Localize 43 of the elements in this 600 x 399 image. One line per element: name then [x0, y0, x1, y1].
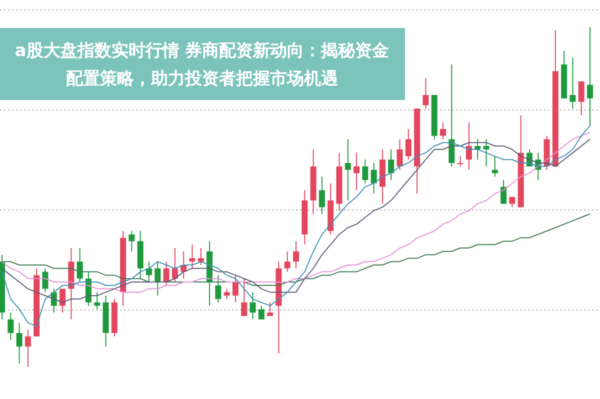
candlestick	[388, 148, 394, 180]
candlestick	[405, 128, 412, 160]
candlestick	[483, 138, 490, 167]
candlestick	[474, 138, 481, 160]
candlestick	[198, 248, 204, 266]
candlestick	[457, 156, 464, 167]
candlestick	[16, 322, 22, 364]
candlestick	[466, 122, 472, 170]
candlestick	[440, 122, 446, 140]
candlestick	[578, 80, 584, 116]
candlestick	[42, 268, 48, 293]
candlestick	[258, 305, 264, 320]
candlestick	[163, 261, 170, 286]
candlestick	[189, 244, 196, 269]
candlestick	[318, 176, 325, 214]
candlestick	[284, 250, 290, 272]
candlestick	[362, 159, 368, 184]
candlestick	[24, 329, 31, 368]
candlestick	[94, 292, 100, 310]
candlestick	[250, 292, 256, 320]
candlestick	[154, 261, 161, 296]
candlestick	[500, 180, 507, 204]
candlestick	[215, 274, 222, 303]
candlestick	[50, 288, 57, 314]
candlestick	[293, 240, 299, 269]
text: a股大盘指数实时行情 券商配资新动向：揭秘资金配置策略，助力投资者把握市场机遇	[14, 41, 390, 89]
candlestick	[396, 138, 403, 170]
candlestick	[509, 196, 516, 208]
candlestick	[224, 288, 230, 300]
candlestick	[587, 26, 593, 126]
candlestick	[354, 152, 360, 191]
candlestick	[172, 248, 178, 282]
candlestick	[8, 312, 14, 340]
candlestick	[344, 138, 351, 201]
candlestick	[448, 64, 455, 167]
candlestick	[241, 278, 248, 316]
candlestick	[370, 162, 377, 194]
candlestick	[267, 302, 274, 316]
candlestick	[128, 230, 135, 252]
candlestick	[232, 274, 238, 303]
candlestick	[76, 248, 83, 282]
candlestick	[570, 57, 576, 110]
candlestick	[422, 78, 429, 110]
